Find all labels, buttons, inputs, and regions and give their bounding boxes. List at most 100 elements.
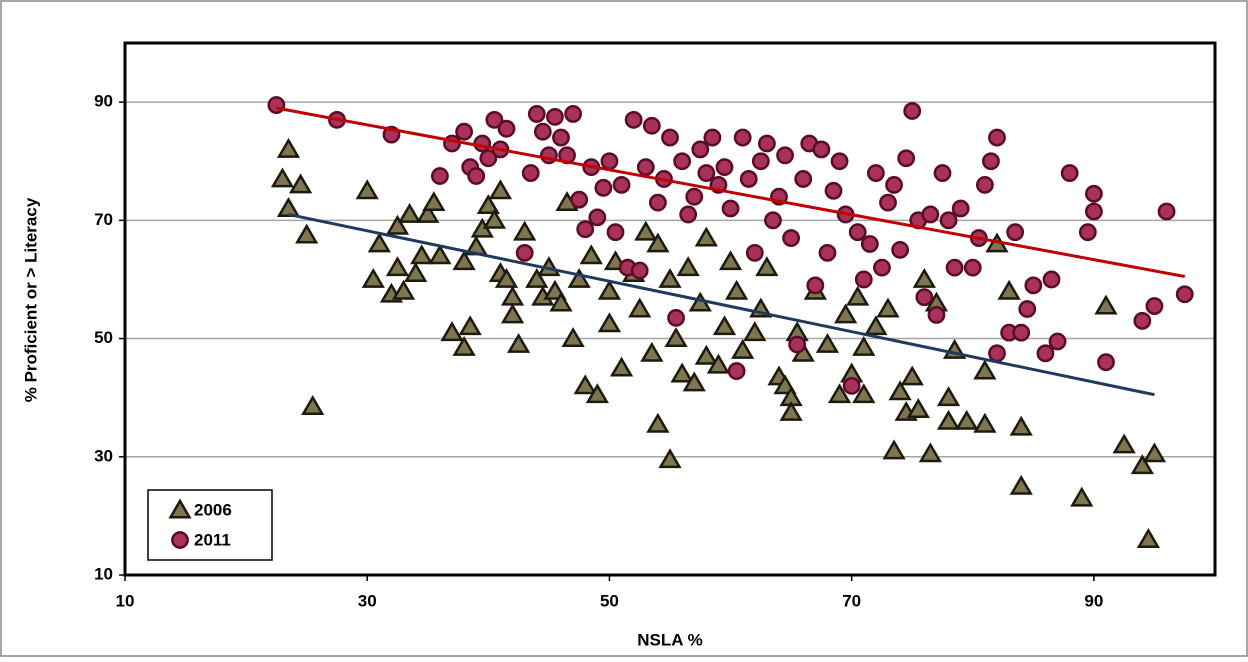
circle-marker bbox=[630, 261, 649, 280]
circle-marker bbox=[842, 376, 861, 395]
circle-marker bbox=[685, 187, 704, 206]
circle-marker bbox=[1006, 223, 1025, 242]
triangle-marker bbox=[646, 232, 670, 253]
triangle-marker bbox=[397, 202, 422, 223]
triangle-marker bbox=[1009, 415, 1033, 436]
triangle-marker bbox=[743, 321, 767, 342]
circle-marker bbox=[473, 134, 492, 153]
triangle-marker bbox=[888, 380, 912, 401]
triangle-marker bbox=[955, 409, 979, 430]
y-tick-label: 70 bbox=[94, 210, 113, 229]
triangle-marker bbox=[664, 327, 688, 348]
circle-marker bbox=[570, 190, 589, 209]
circle-marker bbox=[703, 128, 722, 147]
triangle-marker bbox=[779, 400, 803, 421]
triangle-marker bbox=[731, 338, 755, 359]
x-tick-label: 30 bbox=[358, 591, 377, 610]
triangle-marker bbox=[410, 244, 434, 265]
circle-marker bbox=[866, 164, 885, 182]
triangle-marker bbox=[525, 267, 549, 288]
y-tick-label: 90 bbox=[94, 92, 113, 111]
triangle-marker bbox=[573, 374, 597, 395]
triangle-marker bbox=[1142, 442, 1167, 463]
circle-marker bbox=[171, 531, 189, 549]
circle-marker bbox=[552, 128, 570, 147]
legend-label: 2006 bbox=[194, 500, 232, 519]
triangle-marker bbox=[936, 386, 961, 407]
circle-marker bbox=[879, 193, 897, 212]
circle-marker bbox=[812, 140, 831, 159]
triangle-marker bbox=[391, 279, 416, 300]
triangle-marker bbox=[827, 383, 852, 404]
circle-marker bbox=[624, 110, 643, 129]
circle-marker bbox=[527, 105, 546, 123]
legend-label: 2011 bbox=[194, 530, 231, 549]
triangle-marker bbox=[724, 279, 749, 300]
circle-marker bbox=[546, 107, 564, 126]
circle-marker bbox=[1084, 184, 1103, 203]
triangle-marker bbox=[385, 256, 410, 277]
triangle-marker bbox=[440, 321, 464, 342]
triangle-marker bbox=[670, 362, 694, 383]
triangle-marker bbox=[609, 356, 634, 377]
circle-marker bbox=[521, 164, 540, 182]
circle-marker bbox=[757, 134, 776, 153]
triangle-marker bbox=[452, 335, 476, 356]
circle-marker bbox=[1024, 276, 1043, 295]
circle-marker bbox=[903, 102, 922, 120]
circle-marker bbox=[1175, 285, 1194, 304]
triangle-marker bbox=[301, 395, 325, 415]
circle-marker bbox=[988, 344, 1006, 363]
circle-marker bbox=[764, 211, 782, 230]
x-tick-label: 10 bbox=[116, 591, 135, 610]
circle-marker bbox=[564, 105, 583, 123]
triangle-marker bbox=[706, 353, 731, 374]
triangle-marker bbox=[694, 344, 718, 365]
triangle-marker bbox=[1136, 528, 1161, 548]
circle-marker bbox=[794, 170, 813, 188]
triangle-marker bbox=[428, 244, 452, 265]
circle-marker bbox=[661, 128, 679, 147]
circle-marker bbox=[1078, 223, 1097, 242]
triangle-marker bbox=[500, 303, 525, 324]
y-axis-title: % Proficient or > Literacy bbox=[21, 197, 40, 402]
triangle-marker bbox=[549, 291, 573, 312]
circle-marker bbox=[885, 175, 903, 194]
triangle-marker bbox=[634, 220, 658, 241]
circle-marker bbox=[860, 235, 879, 253]
circle-marker bbox=[818, 243, 837, 262]
triangle-marker bbox=[458, 315, 482, 336]
circle-marker bbox=[1036, 344, 1055, 363]
triangle-marker bbox=[295, 223, 319, 244]
triangle-marker bbox=[597, 279, 622, 300]
circle-marker bbox=[673, 152, 692, 171]
circle-marker bbox=[745, 243, 764, 262]
triangle-marker bbox=[936, 409, 961, 430]
trend-line bbox=[276, 106, 1185, 278]
triangle-marker bbox=[676, 256, 700, 277]
x-tick-label: 50 bbox=[600, 591, 619, 610]
circle-marker bbox=[642, 116, 661, 135]
circle-marker bbox=[1084, 202, 1103, 221]
circle-marker bbox=[1157, 202, 1176, 221]
circle-marker bbox=[945, 258, 964, 277]
circle-marker bbox=[594, 178, 613, 197]
circle-marker bbox=[939, 211, 958, 230]
triangle-marker bbox=[1070, 486, 1094, 507]
circle-marker bbox=[1042, 270, 1061, 289]
circle-marker bbox=[715, 158, 734, 177]
circle-marker bbox=[830, 152, 849, 171]
triangle-marker bbox=[852, 335, 876, 356]
triangle-marker bbox=[506, 332, 531, 353]
circle-marker bbox=[667, 308, 685, 327]
triangle-marker bbox=[482, 208, 507, 229]
triangle-marker bbox=[882, 439, 906, 460]
circle-marker bbox=[739, 170, 758, 188]
circle-marker bbox=[933, 164, 952, 182]
triangle-marker bbox=[168, 498, 192, 519]
circle-marker bbox=[897, 149, 916, 168]
triangle-marker bbox=[561, 327, 585, 348]
triangle-marker bbox=[476, 194, 500, 215]
triangle-marker bbox=[488, 179, 513, 200]
